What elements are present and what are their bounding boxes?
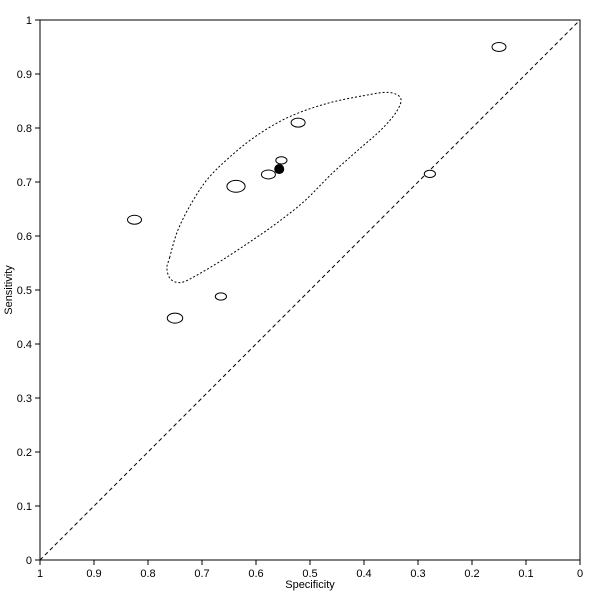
x-axis-title: Specificity [285,579,335,591]
y-tick-label: 0.5 [17,285,32,297]
x-tick-label: 0.1 [518,568,533,580]
axis-ticks [35,19,581,565]
study-points [127,42,507,324]
study-point [275,156,288,165]
y-tick-label: 0.2 [17,447,32,459]
study-point [290,117,306,128]
y-tick-label: 1 [26,15,32,27]
x-tick-label: 0.4 [356,568,371,580]
x-tick-label: 0.7 [194,568,209,580]
y-axis-title: Sensitivity [3,265,15,315]
study-point [226,179,246,193]
study-point [423,169,436,178]
study-point [127,214,142,225]
x-tick-label: 0.6 [248,568,263,580]
study-point [491,42,507,52]
y-tick-label: 0.6 [17,231,32,243]
x-tick-label: 1 [37,568,43,580]
study-point [166,312,184,324]
x-tick-labels: 1 0.9 0.8 0.7 0.6 0.5 0.4 0.3 0.2 0.1 0 [37,568,583,580]
chance-diagonal-line [39,19,581,561]
y-tick-label: 0 [26,555,32,567]
x-tick-label: 0.2 [464,568,479,580]
summary-point [274,164,285,175]
y-tick-labels: 0 0.1 0.2 0.3 0.4 0.5 0.6 0.7 0.8 0.9 1 [17,15,32,567]
y-tick-label: 0.8 [17,123,32,135]
y-tick-label: 0.7 [17,177,32,189]
x-tick-label: 0.5 [302,568,317,580]
x-tick-label: 0 [577,568,583,580]
study-point [214,292,227,301]
y-tick-label: 0.3 [17,393,32,405]
y-tick-label: 0.1 [17,501,32,513]
study-point [260,169,276,180]
confidence-region-contour [166,91,402,284]
x-tick-label: 0.9 [86,568,101,580]
y-tick-label: 0.9 [17,69,32,81]
x-tick-label: 0.3 [410,568,425,580]
x-tick-label: 0.8 [140,568,155,580]
y-tick-label: 0.4 [17,339,32,351]
